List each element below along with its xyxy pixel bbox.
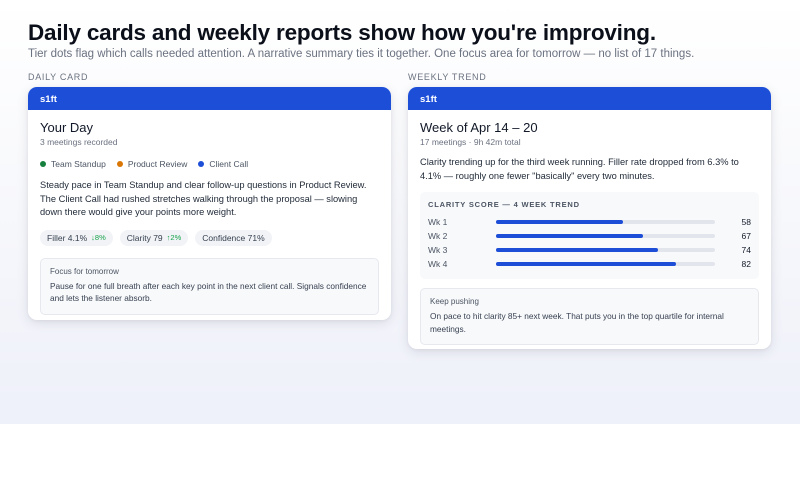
trend-rows: Wk 1 58 Wk 2 67 Wk 3 74 bbox=[428, 215, 751, 271]
weekly-narrative: Clarity trending up for the third week r… bbox=[420, 157, 739, 181]
daily-narrative: Steady pace in Team Standup and clear fo… bbox=[40, 180, 367, 217]
trend-week-label: Wk 4 bbox=[428, 259, 448, 269]
trend-week-label: Wk 3 bbox=[428, 245, 448, 255]
trend-bar-fill bbox=[495, 248, 659, 252]
daily-card-title: Your Day bbox=[40, 120, 93, 135]
weekly-card-title: Week of Apr 14 – 20 bbox=[420, 120, 538, 135]
metric-chip-label: Clarity 79 bbox=[126, 232, 163, 243]
weekly-card-body: Week of Apr 14 – 20 17 meetings · 9h 42m… bbox=[408, 110, 771, 349]
trend-week-label: Wk 1 bbox=[428, 217, 448, 227]
daily-card-subtitle: 3 meetings recorded bbox=[40, 137, 118, 147]
metric-chip-confidence: Confidence 71% bbox=[195, 229, 272, 246]
metric-chip-label: Filler 4.1% bbox=[47, 232, 88, 243]
tier-item-team-standup[interactable]: Team Standup bbox=[40, 159, 106, 169]
trend-row: Wk 3 74 bbox=[428, 243, 751, 257]
trend-value: 67 bbox=[741, 231, 751, 241]
keep-pushing-label: Keep pushing bbox=[430, 297, 479, 306]
trend-bar-fill bbox=[495, 234, 643, 238]
weekly-section-label: WEEKLY TREND bbox=[408, 72, 487, 82]
tier-label: Team Standup bbox=[51, 159, 106, 169]
tier-label: Client Call bbox=[209, 159, 249, 169]
trend-value: 82 bbox=[741, 259, 751, 269]
tier-label: Product Review bbox=[127, 159, 188, 169]
trend-week-label: Wk 2 bbox=[428, 231, 448, 241]
trend-bar-track bbox=[495, 220, 716, 224]
trend-row: Wk 4 82 bbox=[428, 257, 751, 271]
metric-chip-delta: ↓8% bbox=[91, 233, 106, 242]
metric-chip-clarity: Clarity 79 ↑2% bbox=[119, 229, 189, 246]
metric-chips: Filler 4.1% ↓8% Clarity 79 ↑2% Confidenc… bbox=[40, 229, 379, 246]
weekly-card-subtitle: 17 meetings · 9h 42m total bbox=[420, 137, 521, 147]
page-background: Daily cards and weekly reports show how … bbox=[0, 0, 800, 424]
metric-chip-filler: Filler 4.1% ↓8% bbox=[40, 229, 113, 246]
tier-dot-icon bbox=[198, 161, 205, 167]
metric-chip-label: Confidence 71% bbox=[202, 232, 265, 243]
trend-label: CLARITY SCORE — 4 WEEK TREND bbox=[428, 200, 580, 209]
tier-legend: Team Standup Product Review Client Call bbox=[40, 159, 379, 169]
trend-bar-track bbox=[495, 234, 716, 238]
tier-item-product-review[interactable]: Product Review bbox=[116, 159, 188, 169]
trend-bar-track bbox=[495, 262, 716, 266]
trend-bar-fill bbox=[495, 262, 676, 266]
page-headline: Daily cards and weekly reports show how … bbox=[28, 20, 656, 45]
daily-card-body: Your Day 3 meetings recorded Team Standu… bbox=[28, 110, 391, 320]
daily-card: s1ft Your Day 3 meetings recorded Team S… bbox=[28, 87, 391, 320]
metric-chip-delta: ↑2% bbox=[166, 233, 182, 242]
trend-value: 58 bbox=[741, 217, 751, 227]
trend-bar-track bbox=[495, 248, 716, 252]
keep-pushing-box: Keep pushing On pace to hit clarity 85+ … bbox=[420, 288, 759, 345]
daily-section-label: DAILY CARD bbox=[28, 72, 89, 82]
trend-box: CLARITY SCORE — 4 WEEK TREND Wk 1 58 Wk … bbox=[420, 192, 759, 279]
weekly-card: s1ft Week of Apr 14 – 20 17 meetings · 9… bbox=[408, 87, 771, 349]
focus-box: Focus for tomorrow Pause for one full br… bbox=[40, 257, 379, 315]
weekly-card-brand: s1ft bbox=[408, 87, 771, 110]
trend-row: Wk 2 67 bbox=[428, 229, 751, 243]
tier-item-client-call[interactable]: Client Call bbox=[198, 159, 248, 169]
trend-bar-fill bbox=[495, 220, 623, 224]
trend-value: 74 bbox=[741, 245, 751, 255]
tier-dot-icon bbox=[116, 161, 123, 167]
keep-pushing-text: On pace to hit clarity 85+ next week. Th… bbox=[430, 311, 724, 334]
daily-card-brand: s1ft bbox=[28, 87, 391, 110]
tier-dot-icon bbox=[40, 161, 46, 167]
page-subline: Tier dots flag which calls needed attent… bbox=[28, 48, 695, 60]
trend-row: Wk 1 58 bbox=[428, 215, 751, 229]
focus-label: Focus for tomorrow bbox=[50, 266, 119, 276]
focus-text: Pause for one full breath after each key… bbox=[50, 280, 367, 304]
